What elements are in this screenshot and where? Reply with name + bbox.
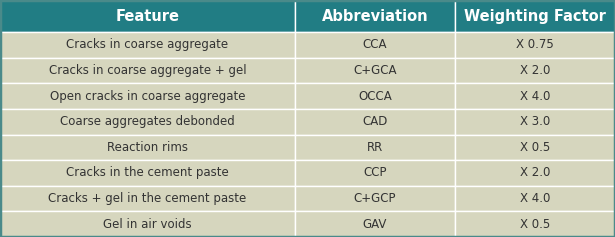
Text: OCCA: OCCA [358, 90, 392, 103]
Text: Cracks in coarse aggregate + gel: Cracks in coarse aggregate + gel [49, 64, 247, 77]
Bar [455, 160, 615, 186]
Bar [0, 135, 295, 160]
Bar [295, 83, 455, 109]
Bar [455, 211, 615, 237]
Text: CCA: CCA [363, 38, 387, 51]
Bar [295, 186, 455, 211]
Bar [455, 109, 615, 135]
Bar [0, 109, 295, 135]
Text: X 4.0: X 4.0 [520, 90, 550, 103]
Text: Cracks in the cement paste: Cracks in the cement paste [66, 166, 229, 179]
Text: C+GCP: C+GCP [354, 192, 396, 205]
Text: GAV: GAV [363, 218, 387, 231]
Text: Open cracks in coarse aggregate: Open cracks in coarse aggregate [50, 90, 245, 103]
Bar [295, 160, 455, 186]
Bar [455, 186, 615, 211]
Text: Cracks in coarse aggregate: Cracks in coarse aggregate [66, 38, 229, 51]
Bar [295, 109, 455, 135]
Text: Coarse aggregates debonded: Coarse aggregates debonded [60, 115, 235, 128]
Text: CCP: CCP [363, 166, 387, 179]
Text: X 4.0: X 4.0 [520, 192, 550, 205]
Bar [455, 58, 615, 83]
Bar [0, 0, 295, 32]
Bar [455, 135, 615, 160]
Bar [295, 211, 455, 237]
Text: X 2.0: X 2.0 [520, 64, 550, 77]
Text: X 0.5: X 0.5 [520, 218, 550, 231]
Text: CAD: CAD [362, 115, 387, 128]
Text: X 3.0: X 3.0 [520, 115, 550, 128]
Text: Weighting Factor: Weighting Factor [464, 9, 606, 23]
Text: Reaction rims: Reaction rims [107, 141, 188, 154]
Bar [0, 160, 295, 186]
Text: Gel in air voids: Gel in air voids [103, 218, 192, 231]
Bar [0, 58, 295, 83]
Bar [295, 0, 455, 32]
Text: Cracks + gel in the cement paste: Cracks + gel in the cement paste [49, 192, 247, 205]
Text: RR: RR [367, 141, 383, 154]
Text: C+GCA: C+GCA [353, 64, 397, 77]
Bar [455, 83, 615, 109]
Bar [0, 211, 295, 237]
Bar [295, 32, 455, 58]
Bar [455, 32, 615, 58]
Bar [295, 58, 455, 83]
Text: Abbreviation: Abbreviation [322, 9, 428, 23]
Text: X 0.5: X 0.5 [520, 141, 550, 154]
Bar [295, 135, 455, 160]
Bar [455, 0, 615, 32]
Bar [0, 83, 295, 109]
Text: X 2.0: X 2.0 [520, 166, 550, 179]
Bar [0, 186, 295, 211]
Text: X 0.75: X 0.75 [516, 38, 554, 51]
Bar [0, 32, 295, 58]
Text: Feature: Feature [116, 9, 180, 23]
